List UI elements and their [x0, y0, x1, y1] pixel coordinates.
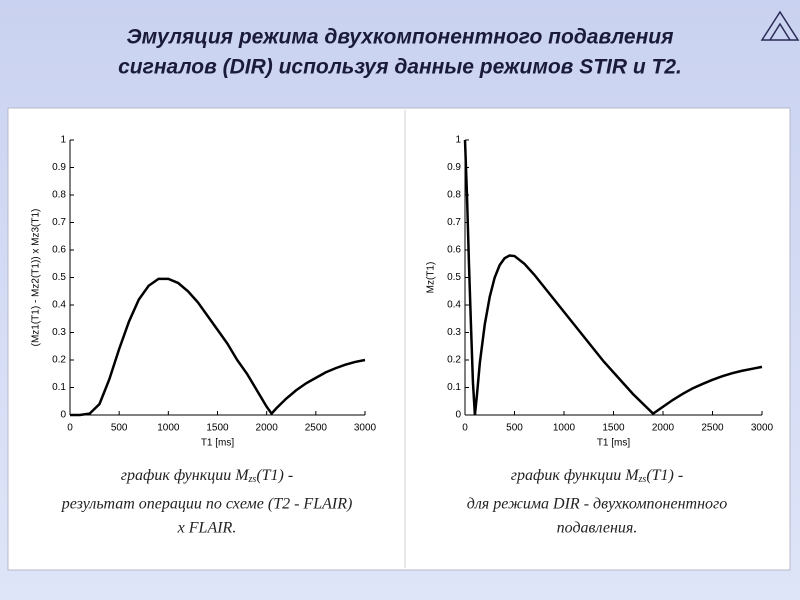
y-tick-label: 0.7 [52, 217, 66, 228]
y-axis-label: Mz(T1) [426, 262, 437, 294]
y-tick-label: 0.3 [52, 327, 66, 338]
y-tick-label: 0.7 [447, 217, 461, 228]
caption-line: результат операции по схеме (T2 - FLAIR) [61, 496, 353, 513]
chart: 0 0.1 0.2 0.3 0.4 0.5 0.6 0.7 0.8 0.9 1 0 500 1000 150… [31, 135, 377, 537]
x-tick-label: 2000 [256, 423, 279, 434]
x-tick-label: 3000 [354, 423, 377, 434]
caption: график функции Mzs(T1) - [511, 467, 683, 486]
x-tick-label: 500 [111, 423, 128, 434]
y-tick-label: 0.2 [447, 355, 461, 366]
y-tick-label: 0.8 [52, 190, 66, 201]
y-axis-label: (Mz1(T1) - Mz2(T1)) x Mz3(T1) [31, 209, 42, 347]
x-tick-label: 1000 [553, 423, 576, 434]
caption-line: подавления. [557, 520, 638, 537]
x-tick-label: 500 [506, 423, 523, 434]
y-tick-label: 0.9 [52, 162, 66, 173]
caption-part: zs [638, 474, 647, 485]
y-tick-label: 0.3 [447, 327, 461, 338]
x-axis-label: T1 [ms] [597, 438, 631, 449]
y-tick-label: 0.5 [52, 272, 66, 283]
caption-part: zs [248, 474, 257, 485]
x-tick-label: 2000 [652, 423, 675, 434]
x-tick-label: 0 [67, 423, 73, 434]
logo [760, 10, 800, 41]
y-tick-label: 0.1 [447, 382, 461, 393]
data-line [463, 139, 763, 416]
x-tick-label: 3000 [751, 423, 774, 434]
caption-part: график функции M [121, 467, 250, 484]
caption-line: для режима DIR - двухкомпонентного [467, 496, 728, 513]
data-line [70, 277, 366, 417]
y-tick-label: 0.4 [447, 300, 461, 311]
chart: 0 0.1 0.2 0.3 0.4 0.5 0.6 0.7 0.8 0.9 1 0 500 1000 150… [426, 135, 774, 537]
y-tick-label: 0.2 [52, 355, 66, 366]
y-tick-label: 0 [455, 410, 461, 421]
x-axis-label: T1 [ms] [201, 438, 235, 449]
slide-title: Эмуляция режима двухкомпонентного подавл… [127, 26, 674, 49]
panel [7, 107, 791, 571]
x-tick-label: 2500 [305, 423, 328, 434]
y-tick-label: 0 [60, 410, 66, 421]
y-tick-label: 1 [60, 135, 66, 146]
charts: 00.10.20.30.40.50.60.70.80.910 500 1000 150… [31, 135, 774, 537]
y-tick-label: 0.5 [447, 272, 461, 283]
caption-part: (T1) - [256, 467, 293, 484]
x-tick-label: 1500 [206, 423, 229, 434]
x-tick-label: 1000 [157, 423, 180, 434]
y-tick-label: 0.8 [447, 190, 461, 201]
y-tick-label: 0.4 [52, 300, 66, 311]
y-tick-label: 0.9 [447, 162, 461, 173]
y-tick-label: 0.1 [52, 382, 66, 393]
y-tick-label: 0.6 [52, 245, 66, 256]
slide-title: сигналов (DIR) используя данные режимов … [118, 56, 682, 79]
caption-part: (T1) - [646, 467, 683, 484]
caption: график функции Mzs(T1) - [121, 467, 293, 486]
x-tick-label: 2500 [701, 423, 724, 434]
caption-line: x FLAIR. [177, 520, 237, 537]
x-tick-label: 1500 [602, 423, 625, 434]
y-tick-label: 1 [455, 135, 461, 146]
caption-part: график функции M [511, 467, 640, 484]
y-tick-label: 0.6 [447, 245, 461, 256]
x-tick-label: 0 [462, 423, 468, 434]
